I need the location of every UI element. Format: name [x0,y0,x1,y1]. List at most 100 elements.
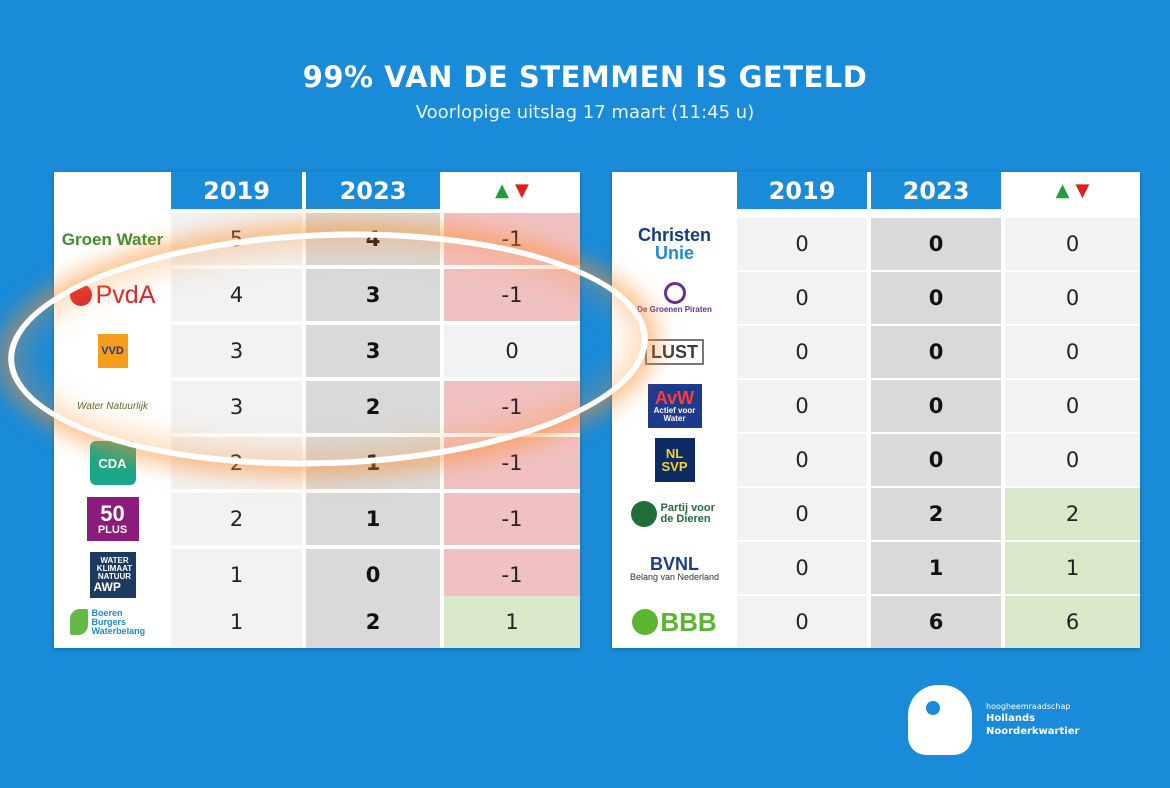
value-2019: 0 [737,272,867,324]
value-2019: 1 [171,549,302,601]
brand-text: hoogheemraadschap Hollands Noorderkwarti… [986,702,1079,738]
value-2019: 3 [171,381,302,433]
brand-logo: hoogheemraadschap Hollands Noorderkwarti… [908,672,1130,768]
value-2019: 4 [171,269,302,321]
value-change: -1 [444,213,580,265]
header-2019: 2019 [171,172,302,209]
vrije-lust-logo: LUST [645,339,704,365]
header-2023: 2023 [306,172,440,209]
50plus-word: PLUS [97,523,128,536]
brand-line2: Hollands [986,713,1036,725]
christenunie-logo: Christen Unie [612,218,737,270]
pvda-logo: PvdA [54,269,171,321]
value-change: 0 [444,325,580,377]
header-2019: 2019 [737,172,867,209]
header-2023: 2023 [871,172,1001,209]
value-change: -1 [444,493,580,545]
cda-logo: CDA [89,441,136,485]
clover-icon [630,501,657,527]
bbb-logo: BBB [612,596,737,648]
avw-logo-text: AvW [654,388,695,408]
header-change: ▲ ▼ [1005,172,1140,209]
50plus-number: 50 [100,500,125,526]
value-2023: 1 [306,493,440,545]
bvnl-logo-sub: Belang van Nederland [629,571,720,582]
awp-logo-cell: WATER KLIMAAT NATUUR AWP [54,549,171,601]
value-2023: 4 [306,213,440,265]
lion-icon [908,685,972,755]
value-2023: 0 [871,434,1001,486]
value-change: -1 [444,381,580,433]
value-change: 1 [1005,542,1140,594]
page-subtitle: Voorlopige uitslag 17 maart (11:45 u) [415,102,755,123]
value-2019: 5 [171,213,302,265]
christenunie-logo-bottom: Unie [654,243,694,263]
value-2019: 0 [737,326,867,378]
value-2019: 0 [737,434,867,486]
value-2023: 3 [306,269,440,321]
triangle-up-icon: ▲ [1055,180,1070,201]
awp-logo: WATER KLIMAAT NATUUR AWP [89,552,136,598]
triangle-down-icon: ▼ [515,180,529,201]
value-2019: 0 [737,380,867,432]
left-results-table: 2019 2023 ▲ ▼ Groen Water 5 4 -1 PvdA 4 3… [54,172,580,648]
avw-logo-cell: AvW Actief voor Water [612,380,737,432]
value-change: 0 [1005,326,1140,378]
value-2023: 0 [306,549,440,601]
value-2023: 0 [871,326,1001,378]
value-change: 0 [1005,434,1140,486]
value-change: 0 [1005,272,1140,324]
nlsvp-logo: NL SVP [654,438,695,482]
page-title: 99% VAN DE STEMMEN IS GETELD [302,60,868,94]
value-2019: 0 [737,488,867,540]
value-2023: 6 [871,596,1001,648]
groen-water-logo: Groen Water [61,229,164,249]
cda-logo-cell: CDA [54,437,171,489]
awp-logo-top: WATER KLIMAAT NATUUR [96,556,133,581]
value-change: 6 [1005,596,1140,648]
nlsvp-logo-top: NL [665,446,684,461]
bvnl-logo-text: BVNL [650,553,699,574]
value-2023: 3 [306,325,440,377]
vvd-logo-cell: VVD [54,325,171,377]
value-2019: 1 [171,596,302,648]
value-2023: 2 [306,381,440,433]
value-2019: 2 [171,493,302,545]
clover-icon [632,609,659,635]
value-2023: 2 [871,488,1001,540]
awp-logo-bottom: AWP [93,580,121,594]
leaf-icon [69,609,88,635]
brand-line3: Noorderkwartier [986,726,1080,738]
value-2023: 1 [306,437,440,489]
value-change: -1 [444,269,580,321]
bvnl-logo: BVNL Belang van Nederland [612,542,737,594]
avw-logo-sub: Actief voor Water [653,406,696,423]
piraten-circle-icon [663,282,686,304]
bbb-logo-text: BBB [660,607,717,637]
50plus-logo: 50 PLUS [86,497,139,541]
triangle-up-icon: ▲ [495,180,509,201]
value-2023: 0 [871,218,1001,270]
value-2019: 0 [737,596,867,648]
value-change: 2 [1005,488,1140,540]
vvd-logo: VVD [97,334,128,368]
bbw-logo-text: Boeren Burgers Waterbelang [91,607,146,636]
value-2019: 2 [171,437,302,489]
value-2019: 3 [171,325,302,377]
50plus-logo-cell: 50 PLUS [54,493,171,545]
water-natuurlijk-logo: Water Natuurlijk [77,401,148,412]
value-2019: 0 [737,542,867,594]
value-2023: 2 [306,596,440,648]
value-change: 0 [1005,380,1140,432]
pvdd-logo: Partij voor de Dieren [612,488,737,540]
groenen-piraten-logo: De Groenen Piraten [612,272,737,324]
value-change: 1 [444,596,580,648]
nlsvp-logo-bottom: SVP [661,459,688,474]
value-2019: 0 [737,218,867,270]
value-change: 0 [1005,218,1140,270]
avw-logo: AvW Actief voor Water [647,384,702,428]
nlsvp-logo-cell: NL SVP [612,434,737,486]
vrije-lust-logo-cell: LUST [612,326,737,378]
right-results-table: 2019 2023 ▲ ▼ Christen Unie 0 0 0 De Groen… [612,172,1140,648]
value-2023: 0 [871,380,1001,432]
